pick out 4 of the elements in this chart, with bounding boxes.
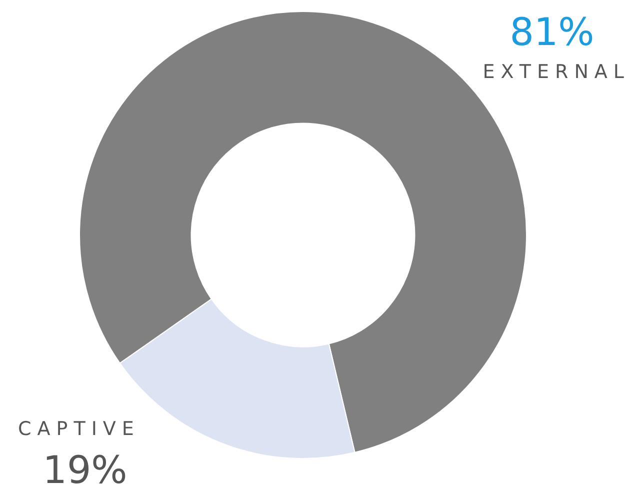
data-label: 81% [510, 10, 594, 54]
slice-label: EXTERNAL [482, 61, 630, 83]
slice-label: CAPTIVE [18, 418, 140, 440]
data-label: 19% [42, 448, 128, 488]
